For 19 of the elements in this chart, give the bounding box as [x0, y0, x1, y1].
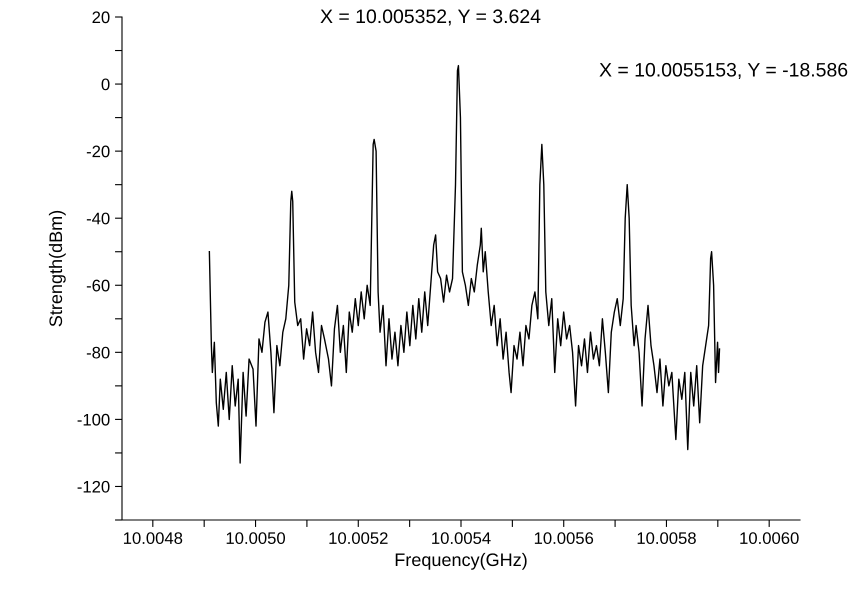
x-tick-label: 10.0050	[226, 532, 286, 544]
annotation: X = 10.0055153, Y = -18.586	[599, 62, 848, 79]
x-tick-label: 10.0052	[329, 532, 388, 544]
x-tick-label: 10.0054	[432, 532, 491, 544]
y-tick-label: -40	[86, 212, 110, 224]
annotation: X = 10.005352, Y = 3.624	[320, 9, 540, 26]
y-tick-label: -100	[78, 414, 110, 426]
x-axis-title: Frequency(GHz)	[396, 552, 527, 570]
y-axis-title: Strength(dBm)	[48, 210, 66, 326]
x-tick-label: 10.0048	[124, 532, 182, 544]
y-tick-label: -20	[86, 146, 110, 158]
y-tick-label: -80	[86, 346, 110, 359]
y-tick-label: -60	[86, 280, 110, 292]
y-tick-label: 20	[92, 11, 110, 24]
x-tick-label: 10.0058	[638, 532, 696, 544]
x-tick-label: 10.0060	[740, 532, 799, 544]
y-tick-label: 0	[102, 78, 110, 90]
x-tick-label: 10.0056	[534, 532, 594, 544]
y-tick-label: -120	[78, 480, 110, 493]
